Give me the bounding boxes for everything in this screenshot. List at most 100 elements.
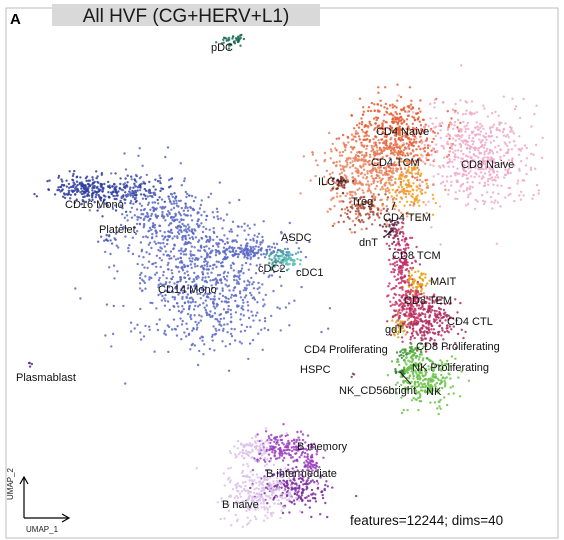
point-cd4-naive bbox=[395, 112, 399, 116]
point-cd8-tem bbox=[409, 288, 413, 291]
point-cd8-tcm bbox=[402, 232, 405, 235]
point-treg bbox=[377, 193, 380, 196]
point-cd8-naive bbox=[438, 205, 442, 208]
point-cd8-naive bbox=[519, 160, 523, 163]
point-cd14-mono bbox=[190, 343, 193, 347]
point-treg bbox=[353, 223, 357, 227]
point-cd14-mono bbox=[170, 257, 173, 260]
point-cd14-mono bbox=[169, 250, 173, 253]
point-cd14-mono bbox=[262, 272, 266, 275]
point-cd14-mono bbox=[174, 212, 177, 215]
point-cd8-tcm bbox=[388, 258, 391, 262]
point-cd8-naive bbox=[503, 176, 506, 179]
point-cd14-mono bbox=[261, 239, 265, 242]
point-cd14-mono bbox=[217, 245, 220, 248]
point-mait bbox=[415, 286, 419, 290]
point-cd14-mono bbox=[231, 254, 235, 257]
point-cd16-mono bbox=[144, 197, 148, 200]
point-nk bbox=[386, 374, 390, 377]
point-cd16-mono bbox=[96, 175, 99, 178]
point-cd4-tcm bbox=[366, 190, 369, 193]
point-cd14-mono bbox=[222, 327, 225, 331]
point-cd16-mono bbox=[112, 191, 115, 194]
point-cd4-tcm bbox=[314, 159, 318, 162]
point-b-memory bbox=[288, 448, 291, 452]
point-cd4-naive bbox=[387, 132, 391, 136]
point-cd4-tcm bbox=[375, 184, 379, 188]
point-cd8-naive bbox=[482, 146, 486, 149]
point-cd8-proliferating bbox=[406, 352, 409, 355]
point-cd4-tcm bbox=[346, 192, 349, 195]
point-dnt bbox=[392, 240, 396, 244]
point-cd14-mono bbox=[211, 211, 214, 214]
point-cd8-naive bbox=[457, 128, 460, 131]
point-cd8-naive bbox=[412, 111, 415, 114]
point-cd14-mono bbox=[163, 283, 166, 286]
point-cd8-naive bbox=[454, 139, 457, 142]
point-cd14-mono bbox=[183, 229, 186, 232]
point-cd4-naive bbox=[400, 109, 403, 112]
point-cd4-naive bbox=[398, 112, 402, 116]
point-cd14-mono bbox=[135, 208, 139, 211]
point-cd14-mono bbox=[212, 300, 215, 303]
point-cd4-tcm bbox=[341, 167, 345, 171]
point-cd14-mono bbox=[266, 245, 270, 248]
point-cd8-naive bbox=[452, 137, 455, 140]
point-cd16-mono bbox=[156, 180, 160, 183]
point-cd16-mono bbox=[79, 191, 82, 194]
point-cd4-ctl bbox=[398, 316, 401, 319]
point-cd14-mono bbox=[232, 294, 236, 297]
point-cd16-mono bbox=[148, 180, 151, 184]
point-cd4-tcm bbox=[397, 152, 400, 155]
point-cd4-ctl bbox=[416, 322, 420, 325]
point-cd14-mono bbox=[129, 321, 133, 324]
point-cd14-mono bbox=[180, 266, 183, 269]
point-cd4-naive bbox=[362, 110, 366, 113]
point-cd8-naive bbox=[509, 192, 512, 196]
point-cd8-naive bbox=[468, 150, 471, 154]
point-cd14-mono bbox=[166, 214, 169, 218]
point-cd14-mono bbox=[272, 289, 275, 293]
point-cd14-mono bbox=[238, 340, 242, 343]
point-b-naive bbox=[288, 498, 291, 501]
point-cd14-mono bbox=[173, 243, 176, 246]
point-cd4-ctl bbox=[421, 324, 424, 327]
point-cd8-naive bbox=[494, 199, 497, 202]
point-cd14-mono bbox=[244, 244, 248, 247]
point-cd14-mono bbox=[235, 279, 238, 282]
point-cd14-mono bbox=[240, 323, 243, 327]
point-cd8-naive bbox=[446, 161, 449, 165]
point-cd8-tem bbox=[395, 302, 399, 305]
point-cd4-tcm bbox=[383, 148, 386, 151]
point-cd16-mono bbox=[124, 198, 127, 201]
point-cd4-tem bbox=[381, 187, 385, 191]
point-cd8-naive bbox=[532, 153, 535, 156]
point-cd4-ctl bbox=[456, 332, 460, 336]
point-cd8-tem bbox=[398, 293, 401, 297]
point-cd8-naive bbox=[479, 171, 483, 174]
point-treg bbox=[354, 210, 358, 213]
point-cd14-mono bbox=[172, 255, 176, 258]
point-cd4-naive bbox=[362, 106, 365, 109]
point-cd8-naive bbox=[447, 193, 450, 196]
point-cd14-mono bbox=[176, 218, 179, 221]
point-cd8-naive bbox=[472, 153, 475, 156]
point-cd14-mono bbox=[210, 284, 213, 287]
point-cd4-ctl bbox=[440, 327, 444, 330]
point-cd4-tem bbox=[412, 182, 415, 185]
point-cd14-mono bbox=[172, 247, 175, 250]
point-b-intermediate bbox=[307, 494, 310, 498]
point-cd14-mono bbox=[279, 329, 282, 332]
point-cd14-mono bbox=[182, 224, 186, 227]
point-nk bbox=[417, 373, 420, 377]
point-cd14-mono bbox=[161, 294, 164, 298]
point-cd4-tcm bbox=[340, 171, 344, 174]
point-cd14-mono bbox=[229, 250, 232, 254]
point-b-intermediate bbox=[305, 485, 308, 488]
point-cd14-mono bbox=[192, 327, 195, 331]
point-cd8-naive bbox=[522, 179, 526, 182]
point-cd14-mono bbox=[155, 235, 158, 238]
point-cd8-tcm bbox=[400, 239, 404, 242]
point-cd14-mono bbox=[191, 329, 194, 332]
point-cd4-naive bbox=[374, 143, 377, 146]
